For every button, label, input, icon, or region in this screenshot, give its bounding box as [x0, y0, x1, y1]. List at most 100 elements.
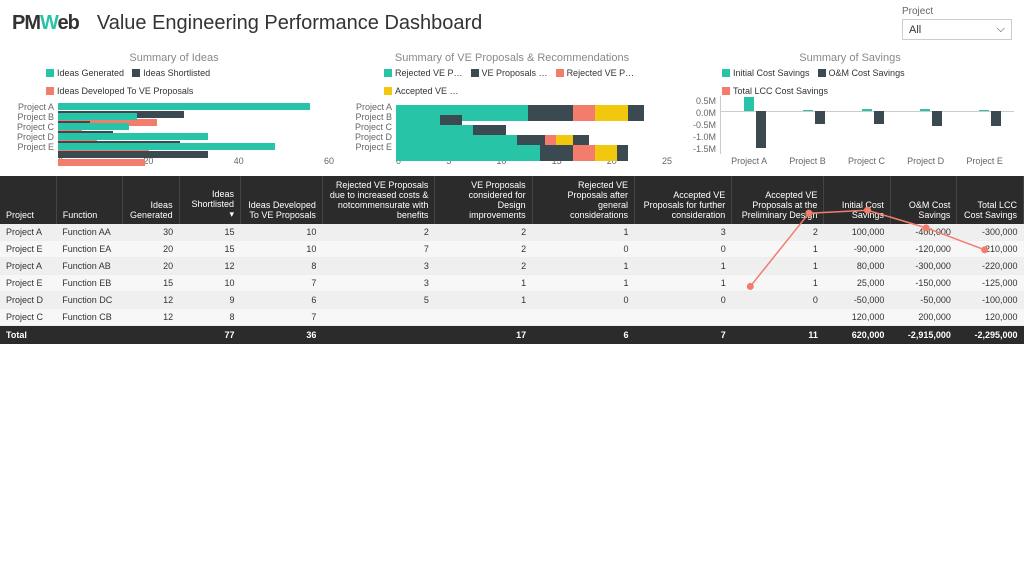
column-header[interactable]: Function	[56, 176, 123, 224]
table-cell: 15	[179, 224, 240, 241]
chart-proposals-y-labels: Project AProject BProject CProject DProj…	[352, 102, 396, 152]
project-filter-dropdown[interactable]: All ⌵	[902, 19, 1012, 40]
legend-label: Total LCC Cost Savings	[733, 86, 828, 96]
table-cell: 2	[435, 258, 532, 275]
legend-label: Initial Cost Savings	[733, 68, 810, 78]
line-marker[interactable]	[923, 224, 930, 231]
bar[interactable]	[58, 143, 275, 150]
logo-text-post: eb	[58, 12, 79, 34]
bar-group	[58, 143, 334, 166]
legend-item[interactable]: Ideas Shortlisted	[132, 68, 210, 78]
axis-label: Project B	[352, 112, 392, 122]
axis-tick: 0.5M	[686, 96, 716, 106]
table-cell: 2	[435, 241, 532, 258]
axis-label: Project E	[352, 142, 392, 152]
logo: PMWeb	[12, 12, 79, 35]
table-cell: 5	[322, 292, 435, 309]
table-total-cell: 77	[179, 326, 240, 345]
table-cell	[322, 309, 435, 326]
table-total-cell	[56, 326, 123, 345]
column-header[interactable]: Rejected VE Proposals after general cons…	[532, 176, 634, 224]
legend-swatch	[471, 69, 479, 77]
column-header[interactable]: Ideas Developed To VE Proposals	[240, 176, 322, 224]
column-header[interactable]: Rejected VE Proposals due to increased c…	[322, 176, 435, 224]
bar-segment	[396, 145, 540, 161]
legend-swatch	[46, 69, 54, 77]
table-cell: Project A	[0, 224, 56, 241]
bar-segment	[540, 145, 573, 161]
bar[interactable]	[58, 123, 129, 130]
legend-label: Ideas Generated	[57, 68, 124, 78]
table-cell: 0	[635, 292, 732, 309]
table-cell: 7	[240, 309, 322, 326]
legend-item[interactable]: Ideas Developed To VE Proposals	[46, 86, 193, 96]
table-total-cell	[123, 326, 179, 345]
bar[interactable]	[58, 159, 145, 166]
bar-segment	[617, 145, 628, 161]
table-total-cell	[322, 326, 435, 345]
table-cell: 7	[322, 241, 435, 258]
bar-segment	[595, 145, 617, 161]
table-cell: 3	[322, 275, 435, 292]
line-marker[interactable]	[747, 283, 754, 290]
bar-segment	[573, 145, 595, 161]
axis-label: Project C	[352, 122, 392, 132]
legend-swatch	[132, 69, 140, 77]
table-cell: 1	[635, 275, 732, 292]
bar[interactable]	[58, 113, 137, 120]
chart-proposals-title: Summary of VE Proposals & Recommendation…	[348, 52, 676, 64]
chart-savings-y-labels: 0.5M0.0M-0.5M-1.0M-1.5M	[686, 96, 720, 154]
axis-label: Project E	[14, 142, 54, 152]
table-cell: 3	[322, 258, 435, 275]
line-marker[interactable]	[805, 210, 812, 217]
table-cell: 8	[240, 258, 322, 275]
sort-desc-icon: ▾	[229, 209, 234, 220]
table-cell: 8	[179, 309, 240, 326]
table-cell: Function AB	[56, 258, 123, 275]
line-marker[interactable]	[981, 246, 988, 253]
bar[interactable]	[58, 151, 208, 158]
table-cell: 3	[635, 224, 732, 241]
table-cell: 0	[532, 292, 634, 309]
table-cell: 1	[435, 292, 532, 309]
chart-proposals: Summary of VE Proposals & Recommendation…	[348, 52, 676, 166]
legend-item[interactable]: Ideas Generated	[46, 68, 124, 78]
legend-item[interactable]: Rejected VE P…	[556, 68, 635, 78]
table-cell: Function CB	[56, 309, 123, 326]
column-header[interactable]: Ideas Generated	[123, 176, 179, 224]
bar[interactable]	[58, 133, 208, 140]
legend-label: Accepted VE …	[395, 86, 459, 96]
legend-item[interactable]: Rejected VE P…	[384, 68, 463, 78]
project-filter-label: Project	[902, 6, 1012, 17]
column-header[interactable]: Ideas Shortlisted▾	[179, 176, 240, 224]
table-cell: 2	[435, 224, 532, 241]
column-header[interactable]: VE Proposals considered for Design impro…	[435, 176, 532, 224]
legend-item[interactable]: Total LCC Cost Savings	[722, 86, 828, 96]
chevron-down-icon: ⌵	[997, 23, 1005, 36]
logo-text-w: W	[40, 12, 58, 34]
chart-savings-plot	[720, 96, 1014, 154]
axis-label: Project A	[14, 102, 54, 112]
charts-row: Summary of Ideas Ideas GeneratedIdeas Sh…	[0, 50, 1024, 170]
table-cell	[635, 309, 732, 326]
legend-label: Rejected VE P…	[395, 68, 463, 78]
legend-item[interactable]: O&M Cost Savings	[818, 68, 905, 78]
table-total-cell: 36	[240, 326, 322, 345]
bar[interactable]	[58, 103, 310, 110]
table-total-cell: 17	[435, 326, 532, 345]
legend-item[interactable]: Accepted VE …	[384, 86, 459, 96]
table-cell: 1	[532, 258, 634, 275]
stacked-bar[interactable]	[396, 145, 672, 161]
legend-item[interactable]: VE Proposals …	[471, 68, 548, 78]
table-cell: 10	[240, 224, 322, 241]
legend-swatch	[818, 69, 826, 77]
column-header[interactable]: Project	[0, 176, 56, 224]
project-filter-value: All	[909, 24, 921, 36]
column-header[interactable]: Accepted VE Proposals for further consid…	[635, 176, 732, 224]
lcc-line[interactable]	[750, 210, 984, 286]
line-marker[interactable]	[864, 207, 871, 214]
table-cell: 1	[532, 224, 634, 241]
legend-swatch	[384, 87, 392, 95]
table-cell: Function EA	[56, 241, 123, 258]
legend-item[interactable]: Initial Cost Savings	[722, 68, 810, 78]
